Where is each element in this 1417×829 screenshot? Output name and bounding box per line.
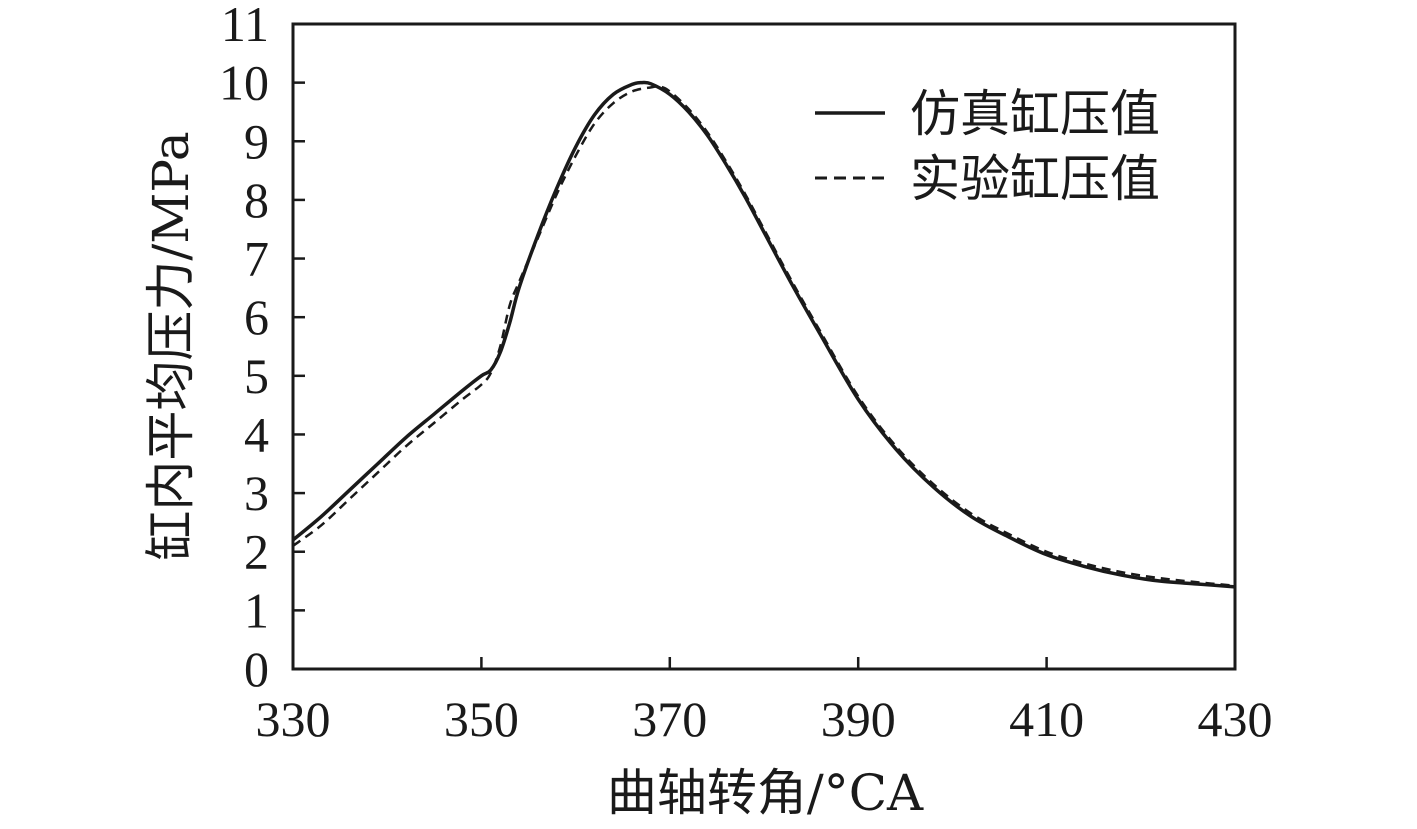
y-tick-label: 5	[244, 348, 269, 404]
y-tick-label: 4	[244, 406, 269, 462]
plot-frame	[291, 22, 1237, 671]
plot-border	[291, 22, 1237, 671]
series-layer	[291, 80, 1236, 589]
series-line-experimental	[292, 85, 1236, 587]
y-tick-label: 7	[244, 231, 269, 287]
y-tick-label: 6	[244, 289, 269, 345]
y-tick-label: 11	[221, 0, 269, 52]
y-axis-title: 缸内平均压力/MPa	[142, 131, 200, 560]
y-tick-label: 1	[244, 582, 269, 638]
x-tick-label: 370	[632, 691, 707, 747]
legend-label-experimental: 实验缸压值	[910, 150, 1160, 208]
y-tick-label: 8	[244, 172, 269, 228]
x-axis-title: 曲轴转角/°CA	[607, 764, 924, 822]
y-tick-label: 3	[244, 465, 269, 521]
x-tick-label: 390	[821, 691, 896, 747]
legend-label-simulated: 仿真缸压值	[910, 85, 1160, 143]
x-axis-ticks: 330 350 370 390 410 430	[256, 657, 1273, 747]
y-tick-label: 10	[219, 55, 269, 111]
x-tick-label: 330	[256, 691, 331, 747]
x-tick-label: 430	[1198, 691, 1273, 747]
series-line-simulated	[291, 80, 1236, 589]
y-tick-label: 9	[244, 113, 269, 169]
y-tick-label: 0	[244, 641, 269, 697]
x-tick-label: 350	[444, 691, 519, 747]
x-tick-label: 410	[1009, 691, 1084, 747]
legend: 仿真缸压值 实验缸压值	[815, 85, 1160, 208]
y-tick-label: 2	[244, 524, 269, 580]
